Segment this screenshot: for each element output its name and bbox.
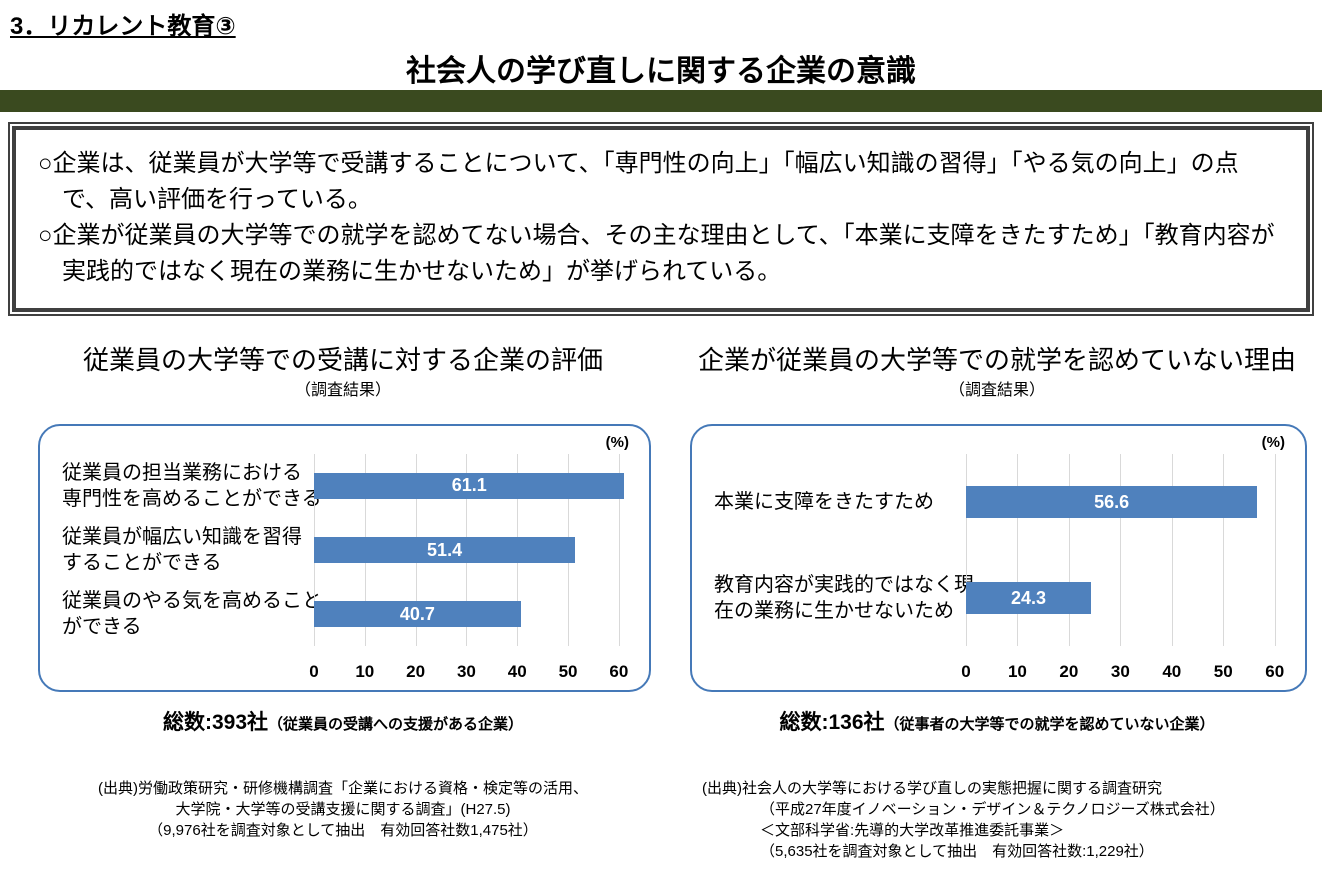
category-label-line: 従業員が幅広い知識を習得: [62, 526, 302, 548]
x-tick-label: 40: [1162, 662, 1182, 681]
category-label: 教育内容が実践的ではなく現 在の業務に生かせないため: [714, 572, 974, 624]
bar: 61.1: [314, 472, 625, 499]
category-label-line: 従業員の担当業務における: [62, 462, 302, 484]
gridline: [618, 454, 620, 646]
page-title: 社会人の学び直しに関する企業の意識: [406, 55, 916, 88]
title-divider-band: [0, 90, 1322, 112]
bar-chart: (%) 従業員の担当業務における 専門性を高めることができる 従業員が幅広い知識を習…: [38, 424, 651, 692]
gridline: [1223, 454, 1225, 646]
bar-value-label: 40.7: [399, 603, 435, 624]
bar-value-label: 24.3: [1010, 587, 1047, 608]
source-line: ＜文部科学省:先導的大学改革推進委託事業＞: [760, 822, 1065, 839]
bar-value-label: 51.4: [427, 539, 463, 560]
category-label: 本業に支障をきたすため: [714, 489, 934, 515]
bar: 24.3: [966, 582, 1092, 614]
gridline: [1068, 454, 1070, 646]
source-line: （9,976社を調査対象として抽出 有効回答社数1,475社）: [148, 822, 538, 839]
source-line: （平成27年度イノベーション・デザイン＆テクノロジーズ株式会社）: [760, 801, 1225, 818]
summary-box-inner: ○企業は、従業員が大学等で受講することについて、「専門性の向上」「幅広い知識の習…: [12, 126, 1310, 312]
total-line: 総数:136社（従事者の大学等での就学を認めていない企業）: [682, 706, 1312, 736]
x-tick-label: 60: [1265, 662, 1285, 681]
gridline: [1120, 454, 1122, 646]
gridline: [1171, 454, 1173, 646]
chart-subtitle: （調査結果）: [294, 382, 391, 399]
total-count: 総数:136社: [779, 711, 885, 734]
unit-label: (%): [1261, 434, 1285, 451]
category-label-line: 専門性を高めることができる: [62, 488, 322, 510]
chart-subtitle: （調査結果）: [948, 382, 1045, 399]
category-labels: 本業に支障をきたすため教育内容が実践的ではなく現 在の業務に生かせないため: [714, 454, 974, 646]
x-tick-label: 50: [558, 662, 578, 681]
total-line: 総数:393社（従業員の受講への支援がある企業）: [30, 706, 656, 736]
chart-section-right: 企業が従業員の大学等での就学を認めていない理由 （調査結果） (%) 本業に支障…: [682, 340, 1312, 877]
source-line: 大学院・大学等の受講支援に関する調査」(H27.5): [175, 801, 511, 818]
bar: 56.6: [966, 486, 1258, 518]
chart-title: 従業員の大学等での受講に対する企業の評価: [82, 345, 603, 375]
bar-value-label: 56.6: [1094, 491, 1130, 512]
plot-area: 0 10 20 30 40 50 60 56.6 24.3: [961, 454, 1285, 681]
summary-bullet-1: ○企業は、従業員が大学等で受講することについて、「専門性の向上」「幅広い知識の習…: [38, 150, 1239, 213]
category-labels: 従業員の担当業務における 専門性を高めることができる 従業員が幅広い知識を習得 するこ…: [62, 454, 322, 646]
x-tick-label: 20: [406, 662, 426, 681]
category-label: 従業員のやる気を高めること ができる: [62, 588, 322, 640]
unit-label: (%): [605, 434, 629, 451]
category-label-line: 教育内容が実践的ではなく現: [714, 574, 974, 596]
category-label-line: ができる: [62, 616, 142, 638]
category-label-line: することができる: [62, 552, 222, 574]
category-label-line: 在の業務に生かせないため: [714, 600, 954, 622]
x-tick-label: 60: [609, 662, 629, 681]
plot-area: 0 10 20 30 40 50 60 61.1 51.4 40.7: [309, 454, 629, 681]
gridline: [966, 454, 967, 646]
x-tick-label: 10: [1007, 662, 1027, 681]
chart-title: 企業が従業員の大学等での就学を認めていない理由: [697, 345, 1296, 375]
x-tick-label: 30: [456, 662, 476, 681]
x-tick-label: 0: [309, 662, 319, 681]
category-label-line: 従業員のやる気を高めること: [62, 590, 322, 612]
category-label: 従業員が幅広い知識を習得 することができる: [62, 524, 302, 576]
bar-chart: (%) 本業に支障をきたすため教育内容が実践的ではなく現 在の業務に生かせないため…: [690, 424, 1307, 692]
bar: 40.7: [314, 601, 521, 627]
x-tick-label: 40: [507, 662, 527, 681]
x-tick-label: 0: [961, 662, 971, 681]
source-line: （5,635社を調査対象として抽出 有効回答社数:1,229社）: [760, 843, 1154, 860]
source-citation: (出典)労働政策研究・研修機構調査「企業における資格・検定等の活用、 大学院・大学…: [30, 778, 656, 841]
chart-body: 従業員の担当業務における 専門性を高めることができる 従業員が幅広い知識を習得 するこ…: [62, 454, 629, 681]
source-line: (出典)労働政策研究・研修機構調査「企業における資格・検定等の活用、: [98, 780, 588, 797]
summary-box: ○企業は、従業員が大学等で受講することについて、「専門性の向上」「幅広い知識の習…: [8, 122, 1314, 316]
x-tick-label: 50: [1213, 662, 1233, 681]
gridline: [1017, 454, 1019, 646]
total-note: （従事者の大学等での就学を認めていない企業）: [884, 716, 1215, 733]
chart-body: 本業に支障をきたすため教育内容が実践的ではなく現 在の業務に生かせないため 0 10…: [714, 454, 1285, 681]
total-note: （従業員の受講への支援がある企業）: [268, 716, 524, 733]
x-tick-label: 30: [1110, 662, 1130, 681]
summary-bullet-2: ○企業が従業員の大学等での就学を認めてない場合、その主な理由として、「本業に支障…: [38, 222, 1275, 285]
source-line: (出典)社会人の大学等における学び直しの実態把握に関する調査研究: [702, 780, 1162, 797]
bar-value-label: 61.1: [451, 475, 487, 496]
chart-section-left: 従業員の大学等での受講に対する企業の評価 （調査結果） (%) 従業員の担当業務…: [30, 340, 656, 877]
x-tick-label: 20: [1059, 662, 1079, 681]
category-label-line: 本業に支障をきたすため: [714, 491, 934, 513]
category-label: 従業員の担当業務における 専門性を高めることができる: [62, 460, 322, 512]
x-tick-label: 10: [355, 662, 375, 681]
gridline: [1274, 454, 1276, 646]
bar: 51.4: [314, 537, 576, 563]
total-count: 総数:393社: [162, 711, 268, 734]
source-citation: (出典)社会人の大学等における学び直しの実態把握に関する調査研究 （平成27年度イ…: [682, 778, 1312, 862]
section-title: 3．リカレント教育③: [10, 13, 236, 40]
